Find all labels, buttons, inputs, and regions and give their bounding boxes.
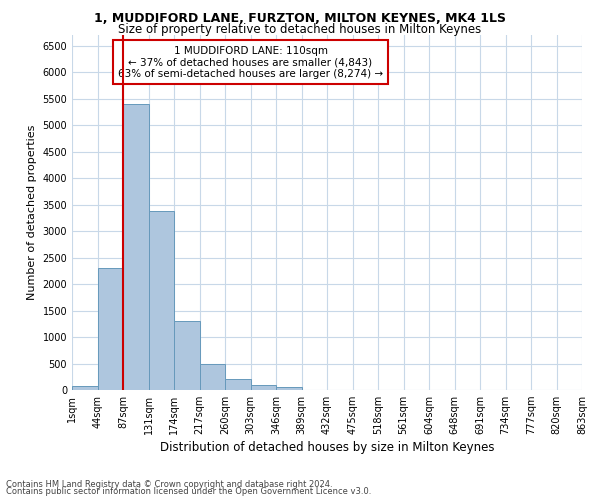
- Text: Contains public sector information licensed under the Open Government Licence v3: Contains public sector information licen…: [6, 487, 371, 496]
- Text: Contains HM Land Registry data © Crown copyright and database right 2024.: Contains HM Land Registry data © Crown c…: [6, 480, 332, 489]
- Bar: [225, 380, 251, 390]
- Bar: [72, 386, 97, 390]
- Y-axis label: Number of detached properties: Number of detached properties: [27, 125, 37, 300]
- Bar: [123, 104, 149, 390]
- Bar: [97, 268, 123, 390]
- Text: 1, MUDDIFORD LANE, FURZTON, MILTON KEYNES, MK4 1LS: 1, MUDDIFORD LANE, FURZTON, MILTON KEYNE…: [94, 12, 506, 26]
- Bar: [251, 386, 276, 390]
- Bar: [199, 364, 225, 390]
- Bar: [174, 320, 199, 390]
- X-axis label: Distribution of detached houses by size in Milton Keynes: Distribution of detached houses by size …: [160, 442, 494, 454]
- Text: Size of property relative to detached houses in Milton Keynes: Size of property relative to detached ho…: [118, 22, 482, 36]
- Bar: [149, 211, 174, 390]
- Bar: [276, 387, 302, 390]
- Text: 1 MUDDIFORD LANE: 110sqm
← 37% of detached houses are smaller (4,843)
63% of sem: 1 MUDDIFORD LANE: 110sqm ← 37% of detach…: [118, 46, 383, 79]
